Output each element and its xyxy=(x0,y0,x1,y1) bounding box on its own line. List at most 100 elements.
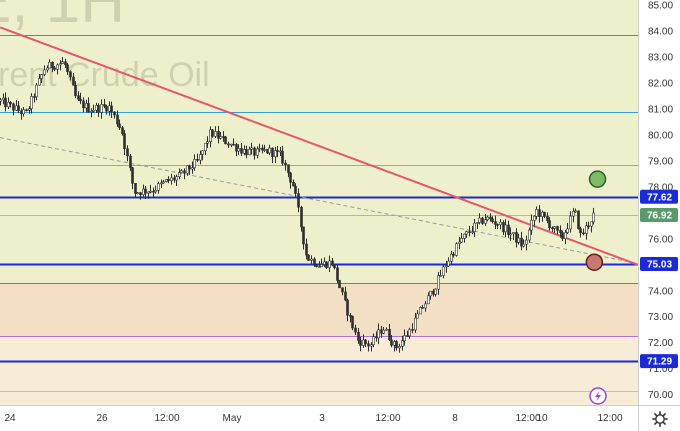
stop-circle-marker[interactable] xyxy=(585,253,604,271)
candle xyxy=(512,232,515,241)
lightning-icon[interactable] xyxy=(589,387,607,405)
candle xyxy=(118,119,121,131)
candle xyxy=(496,223,499,230)
candle xyxy=(237,144,240,155)
candle xyxy=(211,128,214,138)
candle xyxy=(507,220,510,238)
candle xyxy=(486,215,489,222)
candle xyxy=(186,165,189,176)
price-tick-label: 74.00 xyxy=(648,286,673,297)
candle xyxy=(494,215,497,230)
candle xyxy=(232,138,235,146)
candle xyxy=(437,271,440,295)
price-level-label[interactable]: 76.92 xyxy=(640,207,678,222)
candle xyxy=(77,91,80,102)
candle xyxy=(245,145,248,159)
candle xyxy=(139,191,142,200)
candle xyxy=(28,106,31,114)
candle xyxy=(294,183,297,198)
price-tick-label: 73.00 xyxy=(648,312,673,323)
zone-band-1 xyxy=(0,282,638,337)
candle xyxy=(325,261,328,270)
price-level-label[interactable]: 75.03 xyxy=(640,257,678,272)
candle xyxy=(364,339,367,348)
time-tick-label: May xyxy=(223,413,242,424)
gear-icon[interactable] xyxy=(652,411,668,427)
candle xyxy=(196,153,199,163)
candle xyxy=(546,212,549,224)
candle xyxy=(227,141,230,149)
candle xyxy=(336,265,339,284)
candle xyxy=(372,333,375,348)
dashed-trendline[interactable] xyxy=(0,137,638,265)
candle xyxy=(530,214,533,235)
price-level-label[interactable]: 71.29 xyxy=(640,354,678,369)
candle xyxy=(491,216,494,224)
time-tick-label: 3 xyxy=(319,413,325,424)
candle xyxy=(268,144,271,156)
zone-band-2 xyxy=(0,336,638,405)
candle xyxy=(175,174,178,187)
candle xyxy=(46,65,49,73)
candle xyxy=(471,225,474,235)
candle xyxy=(313,257,316,267)
candle xyxy=(201,150,204,161)
candle xyxy=(100,99,103,119)
candle xyxy=(341,287,344,296)
time-tick-label: 12:00 xyxy=(375,413,400,424)
candle xyxy=(468,225,471,237)
candle xyxy=(59,60,62,71)
candle xyxy=(157,181,160,194)
candle xyxy=(463,233,466,243)
candle xyxy=(258,143,261,153)
time-axis-background[interactable] xyxy=(0,406,638,431)
candle xyxy=(566,222,569,235)
candle xyxy=(204,142,207,156)
candle xyxy=(331,257,334,267)
candle xyxy=(256,146,259,159)
candle xyxy=(30,93,33,114)
candle xyxy=(458,236,461,250)
price-tick-label: 71.00 xyxy=(648,364,673,375)
candle xyxy=(292,179,295,187)
candle xyxy=(559,225,562,238)
candle xyxy=(318,261,321,268)
candle xyxy=(509,227,512,241)
candle xyxy=(587,221,590,230)
candle xyxy=(300,205,303,232)
candle xyxy=(419,306,422,315)
candle xyxy=(307,254,310,261)
candle xyxy=(35,83,38,101)
candle xyxy=(473,218,476,238)
candle xyxy=(344,286,347,302)
candle xyxy=(515,228,518,248)
candle xyxy=(149,184,152,194)
time-tick-label: 10 xyxy=(536,413,548,424)
candle xyxy=(416,310,419,319)
candle xyxy=(359,336,362,352)
price-level-label[interactable]: 77.62 xyxy=(640,189,678,204)
time-tick-label: 12:00 xyxy=(154,413,179,424)
candle xyxy=(310,255,313,265)
target-circle-marker[interactable] xyxy=(588,170,607,188)
candle xyxy=(434,288,437,297)
candle xyxy=(297,188,300,213)
candle xyxy=(271,147,274,164)
candle xyxy=(178,168,181,180)
candle xyxy=(17,101,20,114)
candle xyxy=(445,260,448,273)
candle xyxy=(427,292,430,305)
candle xyxy=(408,327,411,339)
price-tick-label: 83.00 xyxy=(648,53,673,64)
candle xyxy=(22,107,25,117)
candle xyxy=(25,108,28,112)
candle xyxy=(248,146,251,156)
candle xyxy=(40,73,43,83)
candle xyxy=(585,221,588,240)
candle xyxy=(370,342,373,352)
candle xyxy=(590,221,593,233)
candle xyxy=(579,226,582,238)
candle xyxy=(224,135,227,145)
candle xyxy=(429,290,432,300)
